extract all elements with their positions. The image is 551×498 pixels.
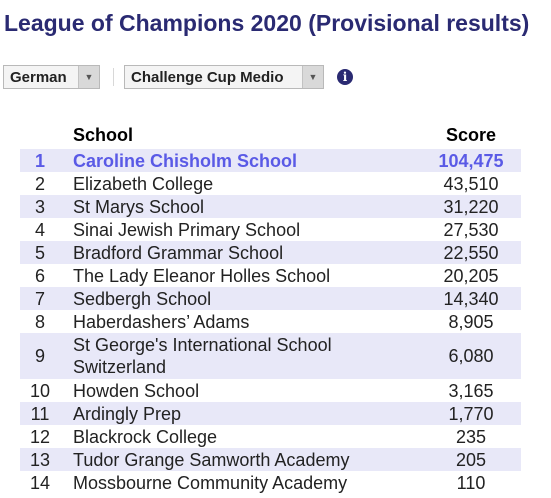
school-cell: Sinai Jewish Primary School <box>73 219 301 240</box>
rank-cell: 8 <box>34 311 45 332</box>
competition-select[interactable]: Challenge Cup Medio ▼ <box>124 65 324 89</box>
rank-cell: 2 <box>34 173 45 194</box>
school-cell: Howden School <box>73 380 200 401</box>
table-row: 7 Sedbergh School 14,340 <box>20 287 521 310</box>
score-header: Score <box>445 125 497 145</box>
rank-cell: 12 <box>29 426 51 447</box>
score-cell: 27,530 <box>443 219 499 240</box>
table-row: 4 Sinai Jewish Primary School 27,530 <box>20 218 521 241</box>
page-title: League of Champions 2020 (Provisional re… <box>4 10 530 36</box>
school-cell: Mossbourne Community Academy <box>73 472 348 493</box>
rank-cell: 1 <box>20 149 60 172</box>
rank-cell: 13 <box>20 448 60 471</box>
score-cell: 6,080 <box>421 333 521 379</box>
table-row: 2 Elizabeth College 43,510 <box>20 172 521 195</box>
score-cell: 43,510 <box>443 173 499 194</box>
info-icon[interactable]: i <box>337 69 353 85</box>
score-cell: 205 <box>421 448 521 471</box>
school-cell: Haberdashers’ Adams <box>73 311 250 332</box>
school-cell: Ardingly Prep <box>60 402 421 425</box>
rank-cell: 4 <box>34 219 45 240</box>
language-select-value: German <box>10 68 67 86</box>
table-row: 5 Bradford Grammar School 22,550 <box>20 241 521 264</box>
school-cell: Sedbergh School <box>60 287 421 310</box>
school-header: School <box>73 125 134 145</box>
score-cell: 8,905 <box>448 311 494 332</box>
table-row: 13 Tudor Grange Samworth Academy 205 <box>20 448 521 471</box>
filter-bar: German ▼ Challenge Cup Medio ▼ i <box>3 64 353 90</box>
score-cell: 14,340 <box>421 287 521 310</box>
rank-header <box>20 122 60 149</box>
language-select[interactable]: German ▼ <box>3 65 100 89</box>
school-cell: The Lady Eleanor Holles School <box>73 265 331 286</box>
rank-cell: 3 <box>20 195 60 218</box>
leaderboard-table: School Score 1 Caroline Chisholm School … <box>20 122 521 494</box>
table-row: 11 Ardingly Prep 1,770 <box>20 402 521 425</box>
rank-cell: 7 <box>20 287 60 310</box>
rank-cell: 6 <box>34 265 45 286</box>
score-cell: 1,770 <box>421 402 521 425</box>
school-cell: Elizabeth College <box>73 173 214 194</box>
table-row: 14 Mossbourne Community Academy 110 <box>20 471 521 494</box>
table-row: 6 The Lady Eleanor Holles School 20,205 <box>20 264 521 287</box>
chevron-down-icon[interactable]: ▼ <box>302 66 323 88</box>
school-cell: Tudor Grange Samworth Academy <box>60 448 421 471</box>
score-cell: 235 <box>455 426 487 447</box>
score-cell: 104,475 <box>421 149 521 172</box>
table-row: 12 Blackrock College 235 <box>20 425 521 448</box>
competition-select-value: Challenge Cup Medio <box>131 68 284 86</box>
score-cell: 3,165 <box>448 380 494 401</box>
rank-cell: 14 <box>29 472 51 493</box>
score-cell: 20,205 <box>443 265 499 286</box>
score-cell: 110 <box>456 472 486 493</box>
score-cell: 31,220 <box>421 195 521 218</box>
school-cell: Bradford Grammar School <box>60 241 421 264</box>
rank-cell: 9 <box>20 333 60 379</box>
filter-divider <box>113 68 114 86</box>
table-row: 8 Haberdashers’ Adams 8,905 <box>20 310 521 333</box>
table-row: 10 Howden School 3,165 <box>20 379 521 402</box>
table-header-row: School Score <box>20 122 521 149</box>
school-cell: St George's International School Switzer… <box>60 333 421 379</box>
table-row: 1 Caroline Chisholm School 104,475 <box>20 149 521 172</box>
rank-cell: 10 <box>29 380 51 401</box>
table-row: 9 St George's International School Switz… <box>20 333 521 379</box>
chevron-down-icon[interactable]: ▼ <box>78 66 99 88</box>
rank-cell: 5 <box>20 241 60 264</box>
school-cell: St Marys School <box>60 195 421 218</box>
school-cell: Caroline Chisholm School <box>60 149 421 172</box>
table-row: 3 St Marys School 31,220 <box>20 195 521 218</box>
score-cell: 22,550 <box>421 241 521 264</box>
school-cell: Blackrock College <box>73 426 218 447</box>
rank-cell: 11 <box>20 402 60 425</box>
